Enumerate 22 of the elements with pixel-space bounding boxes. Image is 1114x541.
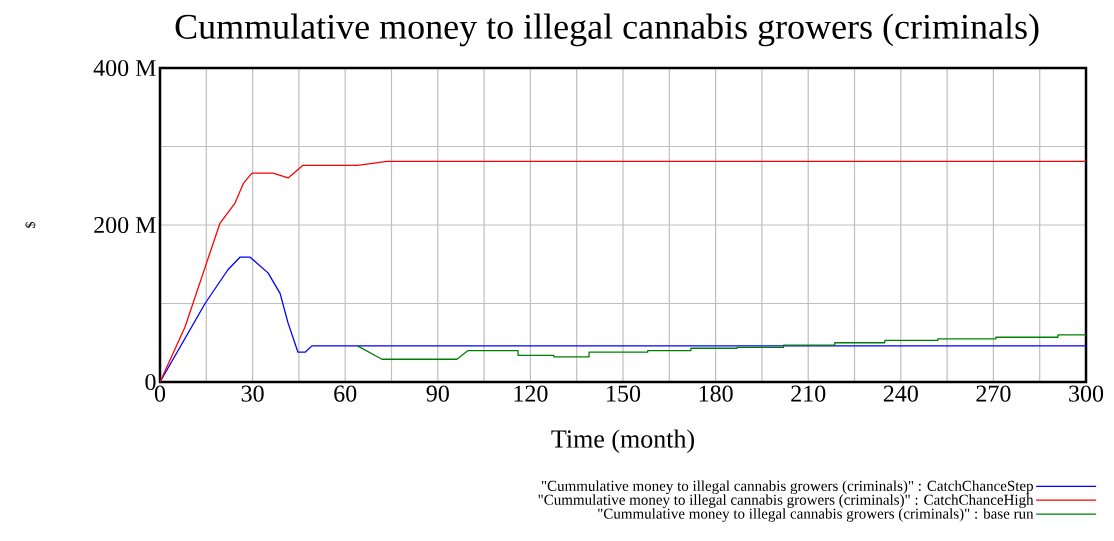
x-tick-label: 210 (791, 385, 826, 402)
y-tick-label: 400 M (93, 59, 156, 77)
x-tick-label: 150 (607, 385, 641, 402)
y-axis-title: $ (24, 221, 36, 228)
x-tick-label: 180 (699, 385, 733, 402)
legend-label: "Cummulative money to illegal cannabis growers (criminals)" : CatchChanceStep (541, 480, 1033, 495)
x-tick-label: 90 (426, 385, 449, 402)
x-tick-label: 30 (241, 385, 264, 402)
y-tick-label: 200 M (94, 216, 156, 234)
legend-label: "Cummulative money to illegal cannabis growers (criminals)" : base run (598, 508, 1034, 522)
line-series (160, 256, 1087, 382)
line-series (356, 334, 1087, 360)
y-tick-label: 0 (145, 373, 156, 391)
x-tick-label: 240 (883, 385, 918, 402)
x-tick-label: 300 (1069, 385, 1104, 402)
x-axis-title: Time (month) (551, 429, 694, 454)
x-tick-label: 120 (514, 385, 548, 402)
legend-label: "Cummulative money to illegal cannabis growers (criminals)" : CatchChanceHigh (538, 494, 1034, 508)
x-tick-label: 60 (334, 385, 357, 402)
chart-title: Cummulative money to illegal cannabis growers (criminals) (175, 13, 1039, 47)
line-series (160, 160, 1087, 382)
x-tick-label: 270 (976, 385, 1011, 402)
